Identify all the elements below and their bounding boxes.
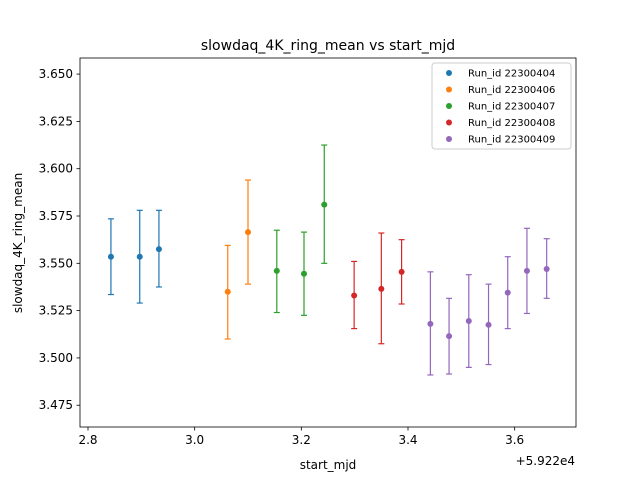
data-point xyxy=(504,289,511,296)
legend-marker xyxy=(446,136,452,142)
y-tick-label: 3.550 xyxy=(39,256,73,270)
legend-label: Run_id 22300407 xyxy=(468,102,555,113)
plot-frame xyxy=(79,57,577,428)
data-point xyxy=(543,265,550,272)
data-point xyxy=(378,285,385,292)
y-tick-label: 3.500 xyxy=(39,351,73,365)
data-point xyxy=(523,267,530,274)
data-point xyxy=(107,253,114,260)
y-axis: 3.475 3.500 3.525 3.550 3.575 3.600 3.625 3.650 xyxy=(39,67,80,412)
y-axis-label: slowdaq_4K_ring_mean xyxy=(11,173,25,313)
data-point xyxy=(398,268,405,275)
x-tick-label: 3.2 xyxy=(292,433,311,447)
legend-marker xyxy=(446,119,452,126)
series-2 xyxy=(224,179,251,340)
y-tick-label: 3.475 xyxy=(39,398,73,412)
series-3 xyxy=(273,144,328,316)
data-point xyxy=(301,270,307,277)
legend-label: Run_id 22300408 xyxy=(468,118,555,129)
chart-title: slowdaq_4K_ring_mean vs start_mjd xyxy=(201,38,455,54)
legend-label: Run_id 22300404 xyxy=(468,69,555,80)
data-point xyxy=(136,253,143,260)
legend: Run_id 22300404 Run_id 22300406 Run_id 223… xyxy=(431,62,572,150)
data-point xyxy=(321,201,328,208)
plot-area xyxy=(107,144,550,376)
x-axis: 2.8 3.0 3.2 3.4 3.6 xyxy=(78,427,524,447)
data-point xyxy=(351,292,358,299)
data-point xyxy=(465,318,472,325)
x-tick-label: 2.8 xyxy=(78,433,97,447)
x-axis-offset-label: +5.922e4 xyxy=(516,454,575,468)
y-tick-label: 3.575 xyxy=(39,209,73,223)
y-tick-label: 3.525 xyxy=(39,304,73,318)
x-tick-label: 3.4 xyxy=(398,433,417,447)
series-1 xyxy=(107,209,162,304)
x-tick-label: 3.0 xyxy=(185,433,204,447)
y-tick-label: 3.650 xyxy=(39,67,73,81)
data-point xyxy=(273,267,280,274)
data-point xyxy=(245,229,251,236)
data-point xyxy=(485,321,492,328)
legend-marker xyxy=(446,86,452,93)
legend-marker xyxy=(446,70,452,76)
legend-marker xyxy=(446,103,452,109)
legend-box xyxy=(431,62,572,150)
series-4 xyxy=(351,232,405,345)
y-tick-label: 3.625 xyxy=(39,114,73,128)
y-tick-label: 3.600 xyxy=(39,162,73,176)
data-point xyxy=(224,288,231,295)
legend-label: Run_id 22300406 xyxy=(468,85,555,96)
data-point xyxy=(155,246,162,253)
data-point xyxy=(446,333,453,340)
legend-label: Run_id 22300409 xyxy=(468,135,555,146)
series-5 xyxy=(427,227,550,376)
x-axis-label: start_mjd xyxy=(300,458,357,472)
data-point xyxy=(427,320,434,327)
x-tick-label: 3.6 xyxy=(505,433,524,447)
